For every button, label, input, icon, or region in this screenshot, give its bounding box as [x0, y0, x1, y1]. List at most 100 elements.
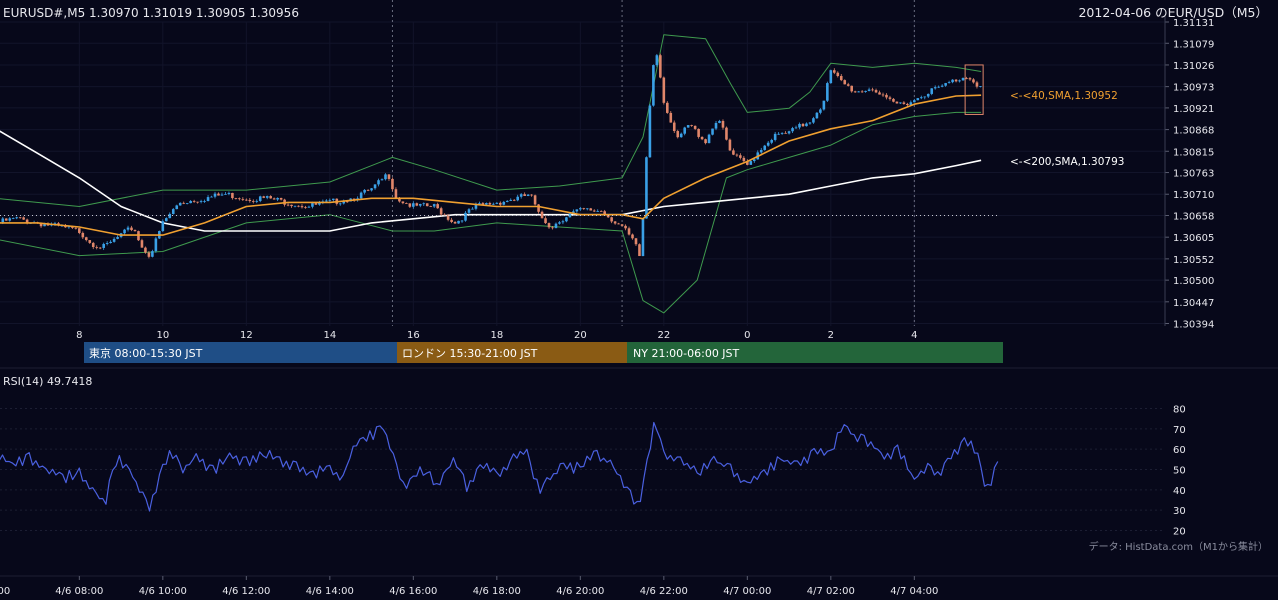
- time-tick-label: 4/6 20:00: [556, 586, 604, 597]
- candle-up: [220, 194, 224, 196]
- candle-up: [227, 192, 231, 194]
- candle-down: [217, 193, 220, 196]
- rsi-tick-label: 20: [1173, 527, 1186, 538]
- candle-down: [631, 234, 634, 239]
- candle-down: [739, 155, 742, 158]
- candle-down: [290, 204, 293, 207]
- candle-up: [11, 218, 15, 220]
- candle-up: [380, 179, 384, 181]
- rsi-line-layer: [0, 421, 999, 512]
- candle-up: [655, 55, 659, 66]
- candle-up: [554, 223, 558, 229]
- candle-down: [728, 139, 732, 151]
- candle-up: [916, 98, 920, 101]
- candle-up: [43, 224, 46, 227]
- price-tick-label: 1.30658: [1173, 212, 1214, 223]
- candle-down: [954, 79, 958, 82]
- symbol-info: EURUSD#,M5 1.30970 1.31019 1.30905 1.309…: [3, 6, 299, 20]
- candle-down: [405, 203, 408, 204]
- candle-up: [812, 118, 815, 123]
- candle-down: [693, 125, 697, 129]
- candle-up: [568, 213, 572, 218]
- time-tick-label: 4/7 00:00: [723, 586, 771, 597]
- candle-up: [596, 211, 600, 212]
- candle-down: [22, 217, 25, 220]
- candle-up: [683, 127, 686, 134]
- candle-down: [833, 70, 836, 73]
- candle-down: [74, 227, 78, 229]
- candle-down: [46, 224, 50, 226]
- candle-up: [770, 139, 773, 143]
- candle-up: [457, 220, 460, 224]
- candle-up: [370, 188, 373, 191]
- candle-down: [533, 195, 537, 205]
- candle-up: [791, 128, 794, 132]
- candle-down: [606, 214, 610, 218]
- candle-down: [672, 122, 676, 132]
- candle-down: [697, 128, 700, 137]
- candle-up: [359, 192, 363, 199]
- candle-down: [304, 207, 307, 209]
- rsi-tick-label: 60: [1173, 445, 1186, 456]
- price-tick-label: 1.30815: [1173, 147, 1214, 158]
- candle-up: [478, 203, 481, 204]
- candle-up: [492, 203, 495, 205]
- rsi-tick-label: 50: [1173, 466, 1186, 477]
- candle-up: [558, 222, 561, 224]
- price-tick-label: 1.30868: [1173, 126, 1214, 137]
- session-tokyo: [84, 342, 397, 363]
- candle-up: [332, 198, 335, 200]
- candle-up: [293, 205, 297, 207]
- candle-up: [373, 184, 377, 189]
- candle-down: [446, 214, 450, 220]
- candle-down: [784, 132, 787, 134]
- candle-down: [272, 198, 276, 200]
- hour-tick-label: 8: [76, 330, 82, 341]
- candle-up: [923, 96, 927, 98]
- candle-down: [603, 211, 606, 215]
- candle-down: [345, 201, 349, 203]
- hour-axis: 6810121416182022024: [76, 330, 917, 341]
- candle-up: [258, 196, 262, 201]
- candle-down: [91, 242, 95, 248]
- candle-up: [109, 241, 112, 243]
- candle-down: [366, 189, 370, 191]
- candle-up: [185, 203, 189, 204]
- candle-up: [937, 86, 940, 88]
- candle-up: [940, 85, 944, 87]
- sma40-line: [0, 94, 982, 236]
- candle-up: [206, 197, 210, 202]
- candle-up: [154, 238, 158, 252]
- candle-down: [975, 82, 979, 87]
- candle-down: [88, 240, 92, 243]
- candle-down: [721, 120, 725, 128]
- candle-up: [422, 203, 426, 205]
- hour-tick-label: 20: [574, 330, 587, 341]
- candle-up: [648, 105, 652, 158]
- candle-down: [617, 223, 620, 225]
- candle-down: [725, 127, 728, 140]
- candle-down: [234, 198, 238, 199]
- candle-up: [777, 133, 780, 135]
- session-tokyo-label: 東京 08:00-15:30 JST: [89, 346, 203, 360]
- candle-up: [116, 237, 119, 239]
- time-tick-label: 4/6 08:00: [55, 586, 103, 597]
- candle-down: [443, 214, 446, 216]
- candle-down: [589, 208, 593, 211]
- candle-up: [123, 229, 126, 234]
- candle-down: [599, 211, 603, 212]
- candle-up: [749, 161, 753, 165]
- candle-down: [453, 221, 457, 224]
- hour-tick-label: 22: [657, 330, 670, 341]
- hour-tick-label: 4: [911, 330, 917, 341]
- candle-up: [516, 196, 519, 201]
- candle-down: [551, 227, 554, 229]
- candle-up: [171, 209, 175, 214]
- candle-up: [979, 86, 982, 87]
- candle-up: [763, 145, 767, 150]
- candle-up: [418, 204, 422, 206]
- candle-down: [297, 205, 300, 207]
- rsi-tick-label: 80: [1173, 405, 1186, 416]
- rsi-grid: [0, 408, 1165, 531]
- candle-up: [773, 133, 777, 140]
